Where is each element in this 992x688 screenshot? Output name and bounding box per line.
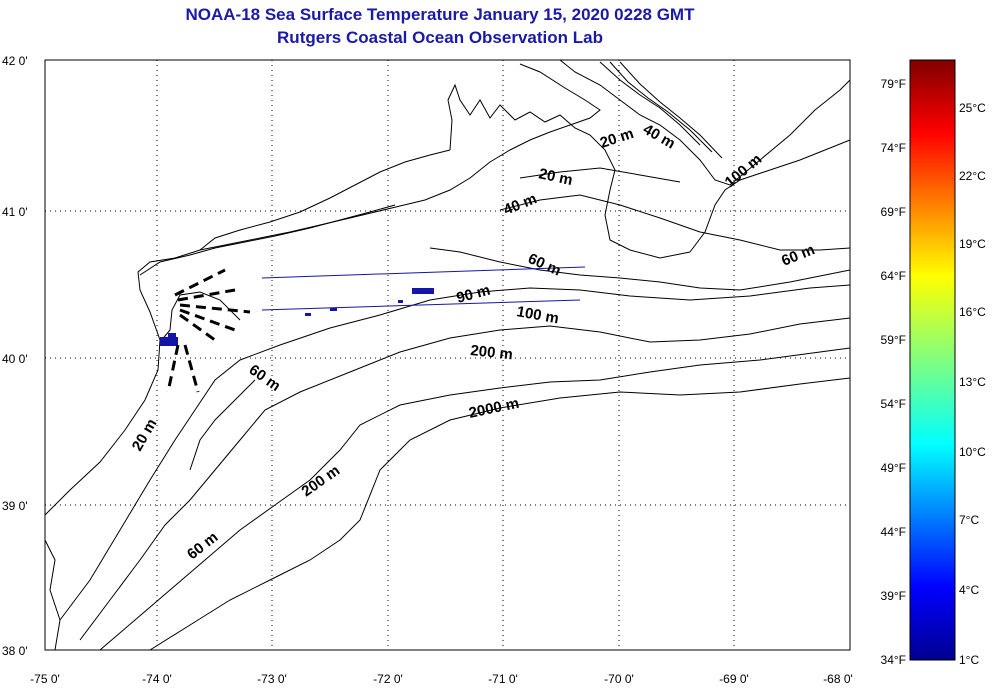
lat-tick-label: 40 0' xyxy=(2,352,28,366)
lon-tick-label: -69 0' xyxy=(719,672,749,686)
cb-f-label: 69°F xyxy=(881,205,906,219)
lon-tick-label: -72 0' xyxy=(373,672,403,686)
shipping-lanes xyxy=(166,268,251,393)
sst-patches xyxy=(160,266,586,346)
cb-f-label: 64°F xyxy=(881,269,906,283)
colorbar-celsius: 25°C 22°C 19°C 16°C 13°C 10°C 7°C 4°C 1°… xyxy=(959,101,986,667)
cb-f-label: 79°F xyxy=(881,77,906,91)
cb-f-label: 44°F xyxy=(881,525,906,539)
colorbar xyxy=(909,59,956,661)
lon-tick-label: -73 0' xyxy=(257,672,287,686)
cb-c-label: 25°C xyxy=(959,101,986,115)
longitude-axis: -75 0' -74 0' -73 0' -72 0' -71 0' -70 0… xyxy=(30,672,853,686)
cb-c-label: 7°C xyxy=(959,513,979,527)
lon-tick-label: -70 0' xyxy=(604,672,634,686)
lon-tick-label: -75 0' xyxy=(30,672,60,686)
cb-c-label: 4°C xyxy=(959,583,979,597)
colorbar-fahrenheit: 79°F 74°F 69°F 64°F 59°F 54°F 49°F 44°F … xyxy=(881,77,906,667)
graticule xyxy=(45,60,850,650)
bathymetry-contours xyxy=(59,61,851,651)
lon-tick-label: -74 0' xyxy=(142,672,172,686)
cb-f-label: 54°F xyxy=(881,397,906,411)
cb-c-label: 19°C xyxy=(959,237,986,251)
lon-tick-label: -71 0' xyxy=(488,672,518,686)
lat-tick-label: 41 0' xyxy=(2,205,28,219)
lat-tick-label: 39 0' xyxy=(2,499,28,513)
latitude-axis: 42 0' 41 0' 40 0' 39 0' 38 0' xyxy=(2,54,28,658)
cb-f-label: 49°F xyxy=(881,461,906,475)
cb-c-label: 22°C xyxy=(959,169,986,183)
cb-c-label: 1°C xyxy=(959,653,979,667)
map-title: NOAA-18 Sea Surface Temperature January … xyxy=(185,5,695,24)
lat-tick-label: 42 0' xyxy=(2,54,28,68)
cb-f-label: 74°F xyxy=(881,141,906,155)
map-frame xyxy=(44,59,851,651)
depth-label: 20 m xyxy=(537,165,574,189)
coastline xyxy=(44,59,851,651)
cb-f-label: 59°F xyxy=(881,333,906,347)
cb-f-label: 39°F xyxy=(881,589,906,603)
cb-c-label: 10°C xyxy=(959,445,986,459)
lon-tick-label: -68 0' xyxy=(823,672,853,686)
map-subtitle: Rutgers Coastal Ocean Observation Lab xyxy=(277,28,603,47)
depth-label: 200 m xyxy=(470,342,514,363)
cb-c-label: 13°C xyxy=(959,375,986,389)
cb-f-label: 34°F xyxy=(881,653,906,667)
lat-tick-label: 38 0' xyxy=(2,644,28,658)
cb-c-label: 16°C xyxy=(959,305,986,319)
